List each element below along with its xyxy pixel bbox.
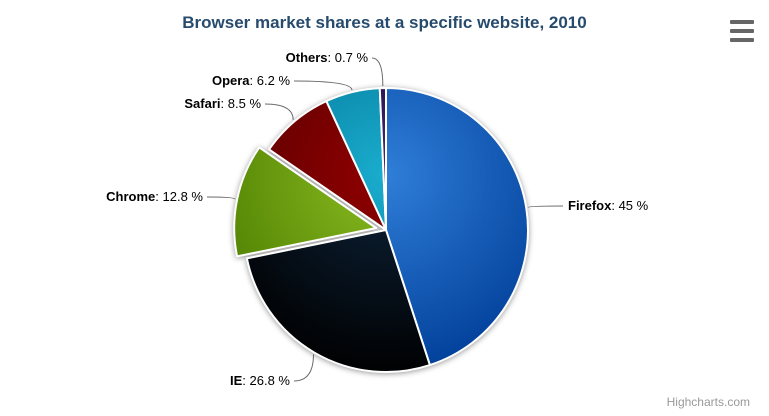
pie-slices <box>233 87 529 373</box>
chart-title: Browser market shares at a specific webs… <box>182 13 587 32</box>
credits-link[interactable]: Highcharts.com <box>666 395 750 409</box>
connector-others <box>371 57 384 87</box>
context-menu-button[interactable] <box>728 18 756 44</box>
connector-firefox <box>527 205 564 208</box>
pie-slice-firefox[interactable] <box>385 87 529 367</box>
label-connectors <box>206 57 564 382</box>
pie-slice-chrome[interactable] <box>233 146 378 258</box>
hamburger-icon <box>730 20 754 42</box>
pie-slice-others[interactable] <box>378 87 387 231</box>
connector-safari <box>264 103 294 120</box>
connector-ie <box>293 354 314 382</box>
connector-opera <box>293 80 353 91</box>
connector-chrome <box>206 196 236 200</box>
pie-slice-ie[interactable] <box>245 229 431 373</box>
